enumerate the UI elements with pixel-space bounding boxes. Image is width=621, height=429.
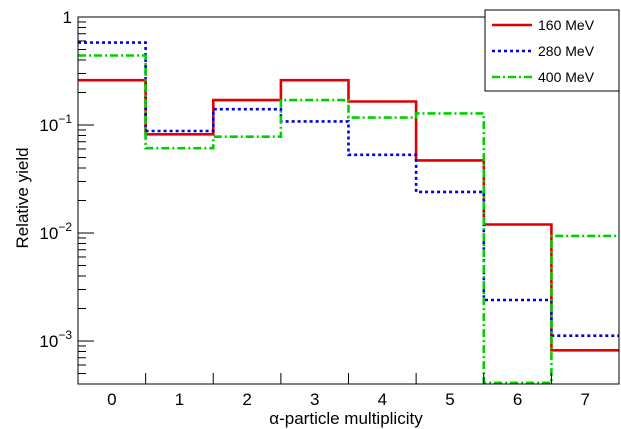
y-tick-label: 10−3 [39,328,72,351]
x-tick-label: 3 [310,390,319,409]
legend: 160 MeV 280 MeV 400 MeV [484,9,620,92]
legend-box [484,9,620,92]
x-tick-label: 4 [378,390,387,409]
x-tick-label: 0 [107,390,116,409]
plot-area [78,41,619,385]
y-tick-label: 10−1 [39,112,72,135]
x-tick-label: 6 [513,390,522,409]
axes [77,16,620,385]
legend-label-400-mev: 400 MeV [538,69,595,85]
x-tick-label: 5 [445,390,454,409]
x-axis-title: α-particle multiplicity [269,409,423,428]
x-tick-label: 1 [175,390,184,409]
tick-labels: 0 1 2 3 4 5 6 7 1 10−1 10−2 10−3 [39,8,590,409]
series-line-400-mev [78,54,619,385]
y-tick-label: 10−2 [39,220,72,243]
legend-label-160-mev: 160 MeV [538,17,595,33]
y-tick-label: 1 [63,8,72,27]
x-tick-label: 2 [242,390,251,409]
legend-label-280-mev: 280 MeV [538,43,595,59]
series-line-160-mev [78,78,619,352]
x-tick-label: 7 [580,390,589,409]
y-axis-title: Relative yield [13,147,32,248]
series-line-280-mev [78,41,619,337]
